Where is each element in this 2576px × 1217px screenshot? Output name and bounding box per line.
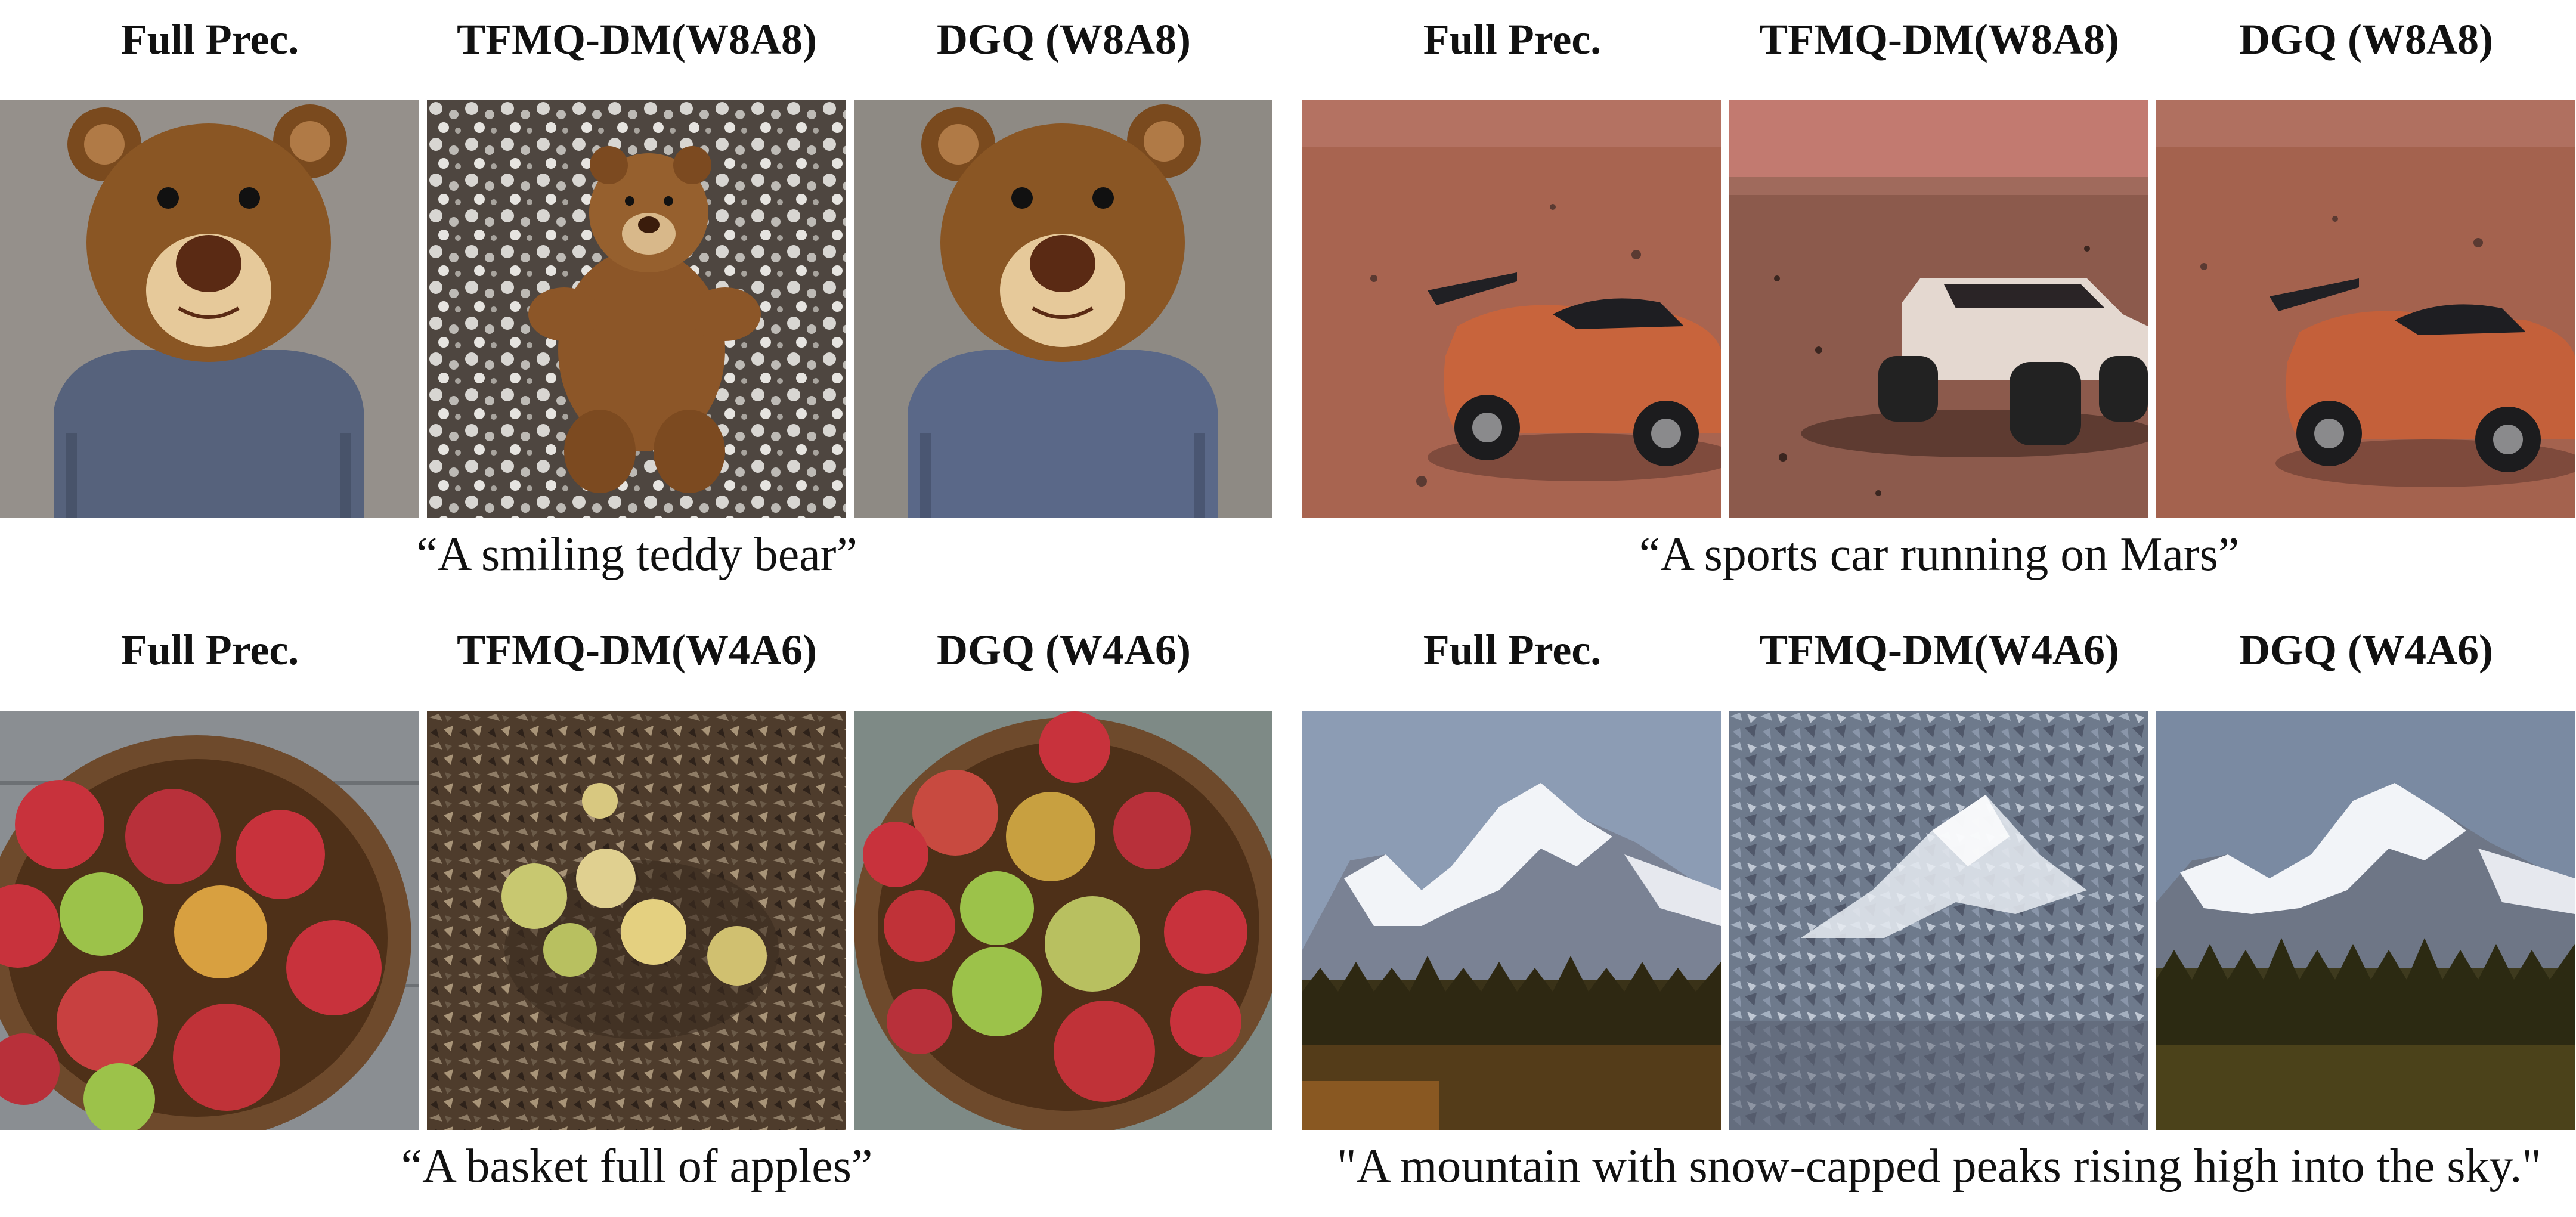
prompt-caption: "A mountain with snow-capped peaks risin… [1337, 1140, 2541, 1193]
column-header-full-precision: Full Prec. [1423, 16, 1602, 63]
apple-basket-image [0, 711, 419, 1130]
column-header-full-precision: Full Prec. [120, 626, 299, 674]
prompt-caption: “A smiling teddy bear” [416, 528, 857, 581]
mars-buggy-image [1729, 100, 2148, 518]
column-header-dgq: DGQ (W8A8) [937, 16, 1191, 63]
mars-car-image [1302, 100, 1721, 518]
column-header-tfmq: TFMQ-DM(W4A6) [1759, 626, 2119, 674]
column-header-tfmq: TFMQ-DM(W4A6) [457, 626, 817, 674]
apple-basket-image [854, 711, 1272, 1130]
column-header-tfmq: TFMQ-DM(W8A8) [457, 16, 817, 63]
column-header-dgq: DGQ (W4A6) [2239, 626, 2493, 674]
teddy-bear-image [0, 100, 419, 518]
mountain-image [1302, 711, 1721, 1130]
mountain-image [2156, 711, 2575, 1130]
column-header-full-precision: Full Prec. [1423, 626, 1602, 674]
apple-basket-noisy-image [427, 711, 846, 1130]
teddy-bear-noisy-image [427, 100, 846, 518]
column-header-dgq: DGQ (W8A8) [2239, 16, 2493, 63]
mars-car-image [2156, 100, 2575, 518]
column-header-dgq: DGQ (W4A6) [937, 626, 1191, 674]
mountain-noisy-image [1729, 711, 2148, 1130]
prompt-caption: “A sports car running on Mars” [1639, 528, 2240, 581]
teddy-bear-image [854, 100, 1272, 518]
column-header-tfmq: TFMQ-DM(W8A8) [1759, 16, 2119, 63]
column-header-full-precision: Full Prec. [120, 16, 299, 63]
prompt-caption: “A basket full of apples” [401, 1140, 873, 1193]
